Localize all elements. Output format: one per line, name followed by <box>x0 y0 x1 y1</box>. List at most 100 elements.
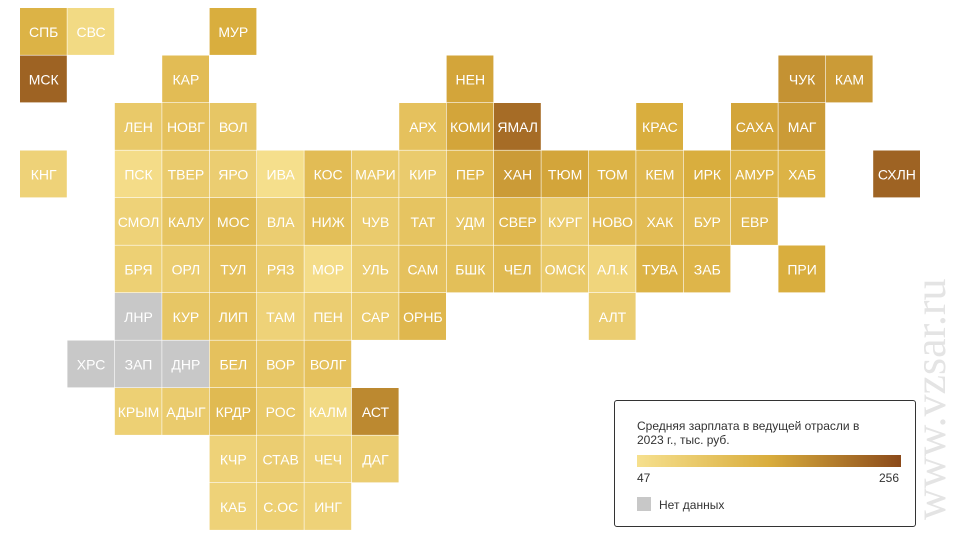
region-label: СПБ <box>29 24 58 40</box>
region-tile <box>351 435 399 483</box>
region-label: ПРИ <box>787 261 816 277</box>
region-tile <box>446 103 494 150</box>
region-label: ТОМ <box>597 166 627 182</box>
region-label: СХЛН <box>878 166 916 182</box>
region-tile <box>778 55 826 103</box>
region-tile <box>399 150 446 198</box>
region-tile <box>873 150 920 198</box>
region-tile <box>399 103 446 150</box>
region-label: КАБ <box>220 499 247 515</box>
region-label: САХА <box>736 119 774 135</box>
region-label: ЛИП <box>219 309 248 325</box>
region-tile <box>683 198 731 245</box>
region-tile <box>351 293 399 340</box>
region-label: ЯРО <box>218 166 248 182</box>
region-tile <box>825 55 873 103</box>
region-tile <box>67 8 115 55</box>
region-tile <box>541 150 589 198</box>
region-tile <box>257 435 304 483</box>
region-label: ХРС <box>77 356 106 372</box>
region-tile <box>162 293 209 340</box>
region-label: СВЕР <box>499 214 537 230</box>
region-tile <box>541 198 589 245</box>
region-label: ТАТ <box>410 214 435 230</box>
no-data-swatch <box>637 497 651 511</box>
region-label: КОС <box>314 166 343 182</box>
region-tile <box>114 388 162 435</box>
region-label: ПСК <box>124 166 153 182</box>
region-tile <box>351 245 399 293</box>
region-tile <box>636 150 683 198</box>
region-label: ХАБ <box>788 166 816 182</box>
region-label: КАР <box>172 71 199 87</box>
region-label: КЧР <box>220 451 247 467</box>
region-tile <box>162 245 209 293</box>
region-label: ВОЛ <box>219 119 248 135</box>
region-label: ЧУВ <box>362 214 390 230</box>
region-label: ВОЛГ <box>310 356 347 372</box>
region-tile <box>494 103 541 150</box>
region-tile <box>20 55 67 103</box>
region-tile <box>541 245 589 293</box>
legend-min: 47 <box>637 471 651 485</box>
region-label: ОРЛ <box>172 261 201 277</box>
region-label: БЕЛ <box>219 356 247 372</box>
region-tile <box>209 293 257 340</box>
region-tile <box>304 435 352 483</box>
region-tile <box>494 150 541 198</box>
region-tile <box>304 150 352 198</box>
region-label: КАЛМ <box>309 404 348 420</box>
region-label: РОС <box>266 404 296 420</box>
region-tile <box>114 103 162 150</box>
region-label: ТВЕР <box>168 166 205 182</box>
region-tile <box>399 293 446 340</box>
region-label: КРЫМ <box>118 404 160 420</box>
region-tile <box>446 198 494 245</box>
region-label: ТУВА <box>642 261 678 277</box>
region-label: КРДР <box>216 404 251 420</box>
region-label: МАГ <box>788 119 817 135</box>
region-tile <box>114 150 162 198</box>
region-tile <box>209 388 257 435</box>
region-label: ИНГ <box>314 499 342 515</box>
region-label: УДМ <box>456 214 485 230</box>
region-label: ВЛА <box>267 214 295 230</box>
region-tile <box>446 245 494 293</box>
region-tile <box>257 293 304 340</box>
region-label: КАЛУ <box>168 214 204 230</box>
region-tile <box>209 483 257 530</box>
region-label: ПЕН <box>313 309 343 325</box>
region-label: КАМ <box>835 71 864 87</box>
region-label: СТАВ <box>262 451 298 467</box>
region-tile <box>162 388 209 435</box>
region-label: КУР <box>173 309 200 325</box>
region-tile <box>20 150 67 198</box>
region-tile <box>778 103 826 150</box>
region-label: ОРНБ <box>403 309 443 325</box>
region-label: СМОЛ <box>118 214 160 230</box>
legend: Средняя зарплата в ведущей отрасли в 202… <box>614 400 916 527</box>
region-tile <box>209 245 257 293</box>
no-data-label: Нет данных <box>659 498 725 512</box>
region-tile <box>162 103 209 150</box>
region-tile <box>67 340 115 388</box>
region-label: ТУЛ <box>220 261 246 277</box>
region-label: ИВА <box>267 166 296 182</box>
region-label: НОВГ <box>167 119 205 135</box>
region-label: КНГ <box>31 166 57 182</box>
region-tile <box>257 483 304 530</box>
region-label: ЗАБ <box>694 261 721 277</box>
region-label: МАРИ <box>355 166 395 182</box>
region-label: ЧЕЛ <box>504 261 532 277</box>
region-label: НИЖ <box>312 214 345 230</box>
region-tile <box>446 150 494 198</box>
region-tile <box>588 293 636 340</box>
region-label: КОМИ <box>450 119 491 135</box>
region-label: КРАС <box>642 119 678 135</box>
region-label: ПЕР <box>456 166 485 182</box>
region-tile <box>494 245 541 293</box>
legend-max: 256 <box>878 471 899 485</box>
region-label: ОМСК <box>545 261 587 277</box>
